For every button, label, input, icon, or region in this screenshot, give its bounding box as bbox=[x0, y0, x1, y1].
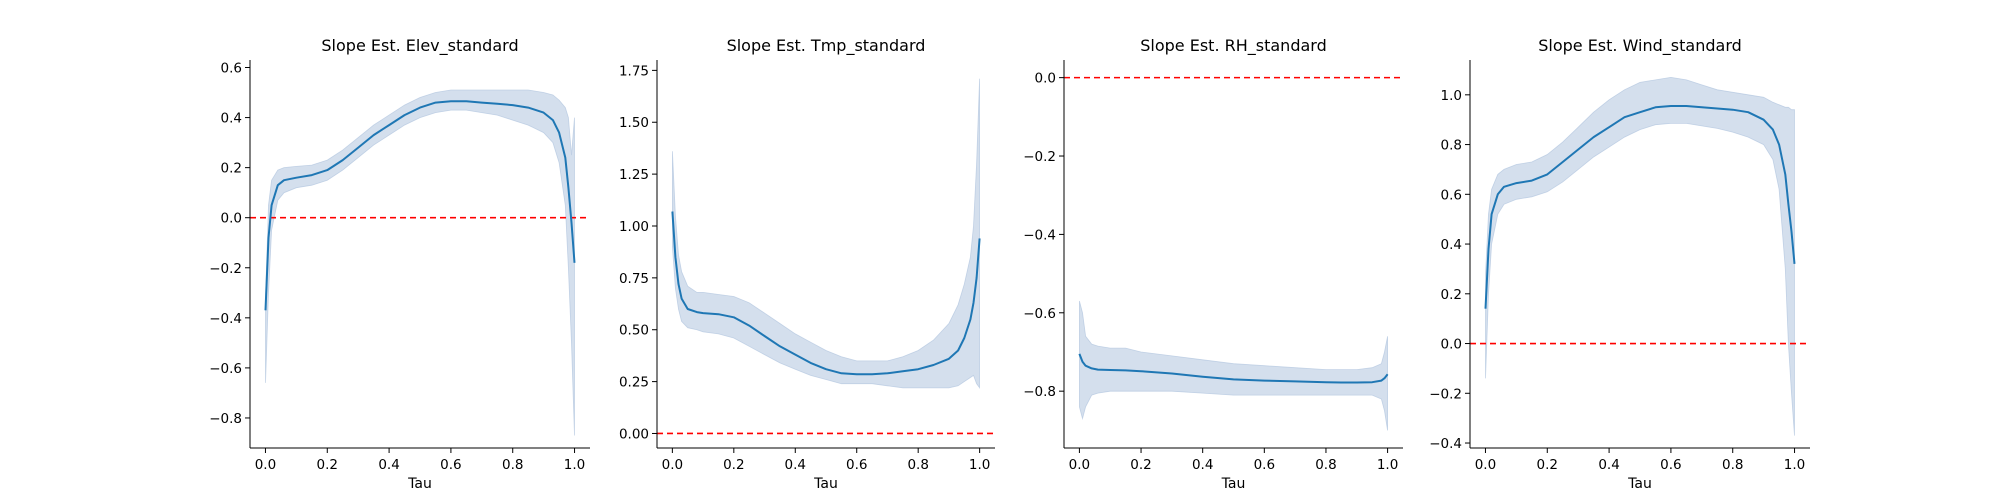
x-tick-label: 0.0 bbox=[255, 457, 276, 473]
y-tick-label: 0.0 bbox=[221, 211, 242, 227]
y-tick-label: 1.50 bbox=[619, 115, 649, 131]
y-tick-label: −0.6 bbox=[1023, 306, 1056, 322]
x-tick-label: 1.0 bbox=[969, 457, 990, 473]
y-tick-label: 0.8 bbox=[1441, 138, 1462, 154]
y-tick-label: 0.4 bbox=[1441, 237, 1462, 253]
y-tick-label: −0.4 bbox=[1429, 436, 1462, 452]
x-axis-label: Tau bbox=[407, 476, 432, 492]
y-tick-label: 1.00 bbox=[619, 219, 649, 235]
chart-title: Slope Est. Tmp_standard bbox=[727, 36, 926, 56]
x-tick-label: 0.8 bbox=[502, 457, 523, 473]
y-tick-label: 0.00 bbox=[619, 426, 649, 442]
y-tick-label: 1.25 bbox=[619, 167, 649, 183]
x-axis-label: Tau bbox=[1221, 476, 1246, 492]
y-tick-label: 0.0 bbox=[1441, 337, 1462, 353]
x-tick-label: 1.0 bbox=[564, 457, 585, 473]
x-tick-label: 0.8 bbox=[907, 457, 928, 473]
x-tick-label: 0.2 bbox=[317, 457, 338, 473]
y-tick-label: 0.2 bbox=[221, 161, 242, 177]
x-tick-label: 1.0 bbox=[1784, 457, 1805, 473]
y-tick-label: 0.6 bbox=[221, 61, 242, 77]
x-tick-label: 0.4 bbox=[785, 457, 806, 473]
chart-title: Slope Est. Elev_standard bbox=[321, 36, 518, 56]
x-axis-label: Tau bbox=[1627, 476, 1652, 492]
y-tick-label: −0.2 bbox=[1429, 386, 1462, 402]
x-tick-label: 0.2 bbox=[1537, 457, 1558, 473]
confidence-band bbox=[1079, 300, 1388, 431]
x-axis-label: Tau bbox=[813, 476, 838, 492]
y-tick-label: −0.6 bbox=[209, 361, 242, 377]
chart-title: Slope Est. RH_standard bbox=[1140, 36, 1326, 56]
x-tick-label: 0.6 bbox=[1254, 457, 1275, 473]
confidence-band bbox=[672, 78, 980, 390]
slope-estimate-line bbox=[1078, 353, 1389, 384]
confidence-band bbox=[1485, 76, 1795, 436]
slope-estimate-line bbox=[1484, 105, 1796, 309]
slope-estimate-line bbox=[264, 100, 576, 311]
subplot-tmp-standard: 0.00 0.25 0.50 0.75 1.00 1.25 1.50 1.75 0.0 0.2 0.… bbox=[619, 36, 995, 492]
y-tick-label: 0.50 bbox=[619, 323, 649, 339]
y-tick-label: 1.0 bbox=[1441, 88, 1462, 104]
chart-title: Slope Est. Wind_standard bbox=[1538, 36, 1742, 56]
x-tick-label: 0.0 bbox=[1069, 457, 1090, 473]
y-tick-label: 0.75 bbox=[619, 271, 649, 287]
x-tick-label: 0.6 bbox=[440, 457, 461, 473]
subplot-wind-standard: −0.4 −0.2 0.0 0.2 0.4 0.6 0.8 1.0 0.0 0.2 0.4 0.6 0.… bbox=[1429, 36, 1810, 492]
x-tick-label: 0.0 bbox=[662, 457, 683, 473]
slope-estimate-line bbox=[671, 211, 981, 376]
x-tick-label: 0.6 bbox=[846, 457, 867, 473]
y-tick-label: 0.0 bbox=[1035, 71, 1056, 87]
y-tick-label: −0.2 bbox=[209, 261, 242, 277]
y-tick-label: 0.4 bbox=[221, 111, 242, 127]
subplot-rh-standard: −0.8 −0.6 −0.4 −0.2 0.0 0.0 0.2 0.4 0.6 0.8 1.0 Slo… bbox=[1023, 36, 1403, 492]
x-tick-label: 0.4 bbox=[378, 457, 399, 473]
x-tick-label: 0.2 bbox=[723, 457, 744, 473]
x-tick-label: 1.0 bbox=[1377, 457, 1398, 473]
x-tick-label: 0.4 bbox=[1598, 457, 1619, 473]
x-tick-label: 0.8 bbox=[1315, 457, 1336, 473]
y-tick-label: −0.2 bbox=[1023, 149, 1056, 165]
x-tick-label: 0.6 bbox=[1660, 457, 1681, 473]
y-tick-label: −0.8 bbox=[1023, 384, 1056, 400]
x-tick-label: 0.2 bbox=[1130, 457, 1151, 473]
y-tick-label: −0.4 bbox=[1023, 227, 1056, 243]
x-tick-label: 0.0 bbox=[1475, 457, 1496, 473]
x-tick-label: 0.8 bbox=[1722, 457, 1743, 473]
y-tick-label: −0.4 bbox=[209, 311, 242, 327]
subplot-elev-standard: −0.8 −0.6 −0.4 −0.2 0.0 0.2 0.4 0.6 0.0 0.2 0.4 0.6… bbox=[209, 36, 590, 492]
y-tick-label: 0.6 bbox=[1441, 187, 1462, 203]
y-tick-label: 0.25 bbox=[619, 375, 649, 391]
y-tick-label: 0.2 bbox=[1441, 287, 1462, 303]
confidence-band bbox=[265, 89, 575, 436]
y-tick-label: −0.8 bbox=[209, 411, 242, 427]
y-tick-label: 1.75 bbox=[619, 63, 649, 79]
x-tick-label: 0.4 bbox=[1192, 457, 1213, 473]
